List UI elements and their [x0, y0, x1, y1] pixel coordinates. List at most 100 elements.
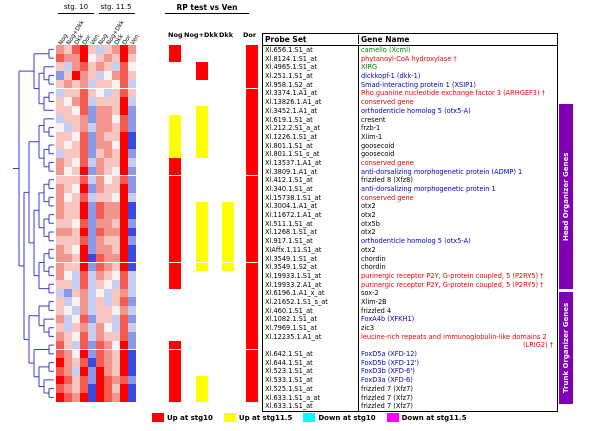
heat-cell [72, 175, 80, 185]
heat-cell [72, 271, 80, 280]
heat-cell [112, 114, 120, 124]
heat-cell [56, 332, 64, 341]
heat-cell [56, 375, 64, 385]
gene-cell: FoxD3a (XFD-6) [358, 376, 557, 385]
heat-cell [104, 210, 112, 219]
rp-mark [169, 219, 181, 228]
probe-cell: Xl.525.1.S1_at [265, 384, 313, 393]
heat-cell [72, 279, 80, 289]
legend: Up at stg10 Up at stg11.5 Down at stg10 Dow… [152, 413, 466, 422]
heat-cell [112, 227, 120, 237]
heat-cell [88, 271, 96, 280]
heat-cell [56, 262, 64, 272]
legend-swatch [386, 413, 399, 422]
heat-cell [72, 53, 80, 63]
rp-mark [246, 340, 258, 350]
gene-cell: anti-dorsalizing morphogenetic protein 1 [358, 185, 557, 194]
table-row: Xl.642.1.S1_at FoxD5a (XFD-12) [263, 350, 557, 359]
heat-cell [56, 323, 64, 333]
heat-cell [112, 105, 120, 115]
stage-11-5-label: stg. 11.5 [100, 3, 132, 11]
heat-cell [104, 314, 112, 324]
heat-cell [80, 175, 88, 185]
heat-cell [88, 201, 96, 211]
trunk-organizer-genes-bar: Trunk Organizer Genes [559, 292, 573, 404]
probe-cell: Xl.3374.1.A1_at [265, 89, 318, 98]
heat-cell [72, 349, 80, 359]
heat-cell [128, 175, 136, 185]
rp-mark [246, 332, 258, 341]
heat-cell [120, 245, 128, 254]
heat-cell [112, 375, 120, 385]
gene-cell: camello (Xcml) [358, 46, 557, 55]
table-row: XlAffx.1.11.S1_at otx2 [263, 245, 557, 255]
probe-cell: Xl.12235.1.A1_at [265, 332, 322, 341]
gene-cell: FoxD5b (XFD-12') [358, 358, 557, 368]
heat-cell [96, 288, 104, 298]
heat-cell [56, 62, 64, 72]
legend-swatch [303, 413, 316, 422]
probe-cell: Xl.511.1.S1_at [265, 219, 313, 228]
heat-cell [64, 105, 72, 115]
heat-cell [72, 132, 80, 141]
rp-mark [246, 62, 258, 72]
rp-mark [246, 279, 258, 289]
heat-cell [128, 306, 136, 315]
heat-cell [96, 323, 104, 333]
heat-cell [104, 219, 112, 228]
heat-cell [120, 192, 128, 202]
heat-cell [88, 236, 96, 246]
heat-cell [104, 45, 112, 54]
heat-cell [120, 358, 128, 367]
table-row: Xl.958.1.S2_at Smad-interacting protein 1… [263, 80, 557, 90]
heat-cell [64, 210, 72, 219]
probe-cell: Xl.13537.1.A1_at [265, 158, 322, 167]
rp-mark [246, 210, 258, 219]
heat-cell [112, 62, 120, 72]
probe-cell: Xl.3004.1.A1_at [265, 202, 318, 211]
stage-11-5-underline [99, 13, 135, 14]
probe-cell: Xl.917.1.S1_at [265, 237, 313, 246]
heat-cell [64, 297, 72, 306]
heat-cell [80, 306, 88, 315]
heat-cell [128, 123, 136, 132]
heat-cell [56, 297, 64, 306]
heat-cell [72, 262, 80, 272]
heat-cell [120, 340, 128, 350]
heat-cell [128, 262, 136, 272]
heat-cell [80, 323, 88, 333]
heat-cell [56, 132, 64, 141]
heat-cell [112, 288, 120, 298]
heat-cell [112, 97, 120, 106]
heat-cell [88, 349, 96, 359]
probe-cell: Xl.1226.1.S1_at [265, 132, 317, 141]
heat-cell [104, 349, 112, 359]
probe-cell: Xl.633.1.S1_at [265, 402, 313, 411]
heat-cell [88, 88, 96, 98]
heat-cell [128, 236, 136, 246]
heat-cell [64, 97, 72, 106]
heat-cell [56, 192, 64, 202]
probe-cell: Xl.958.1.S2_at [265, 80, 313, 89]
dendrogram [13, 48, 54, 398]
legend-item: Down at stg10 [303, 413, 376, 422]
heat-cell [112, 123, 120, 132]
trunk-organizer-genes-label: Trunk Organizer Genes [562, 302, 570, 394]
probe-cell: Xl.642.1.S1_at [265, 350, 313, 359]
gene-cell: conserved gene [358, 98, 557, 107]
heat-cell [104, 288, 112, 298]
heat-cell [56, 306, 64, 315]
rp-mark [196, 245, 208, 254]
heat-cell [96, 140, 104, 150]
heat-cell [72, 158, 80, 167]
heat-cell [112, 245, 120, 254]
heat-cell [64, 262, 72, 272]
heat-cell [112, 393, 120, 402]
heat-cell [80, 201, 88, 211]
heat-cell [96, 219, 104, 228]
gene-cell: frizzled 7 (Xfz7) [358, 402, 557, 411]
probe-cell: Xl.19933.2.A1_at [265, 280, 322, 289]
heat-cell [120, 332, 128, 341]
heat-cell [72, 288, 80, 298]
heat-cell [104, 201, 112, 211]
